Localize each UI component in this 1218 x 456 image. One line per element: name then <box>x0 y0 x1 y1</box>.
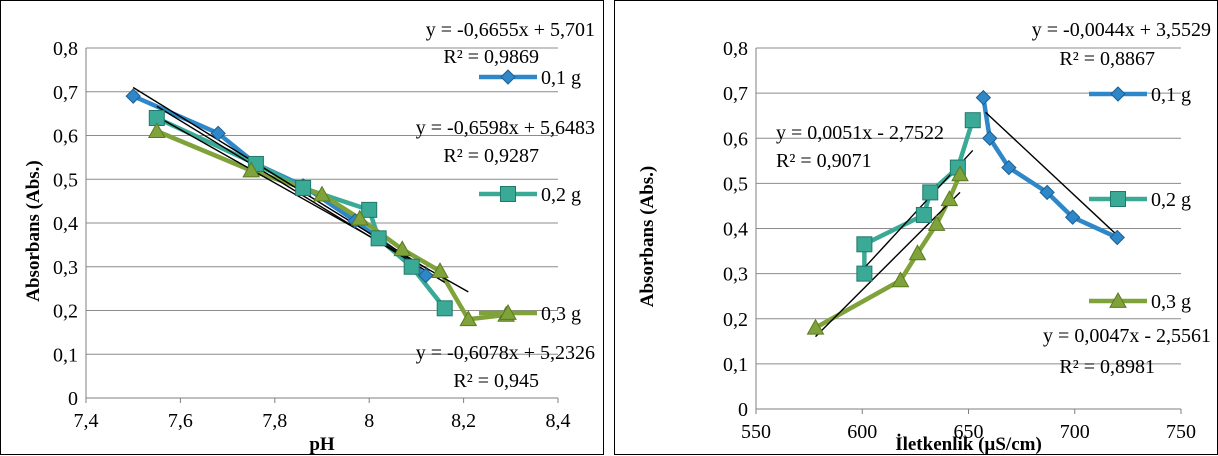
data-point-series-2 <box>436 300 453 317</box>
trendline-equation-1: y = -0,0044x + 3,5529 <box>1032 19 1211 41</box>
data-point-series-3 <box>927 214 946 231</box>
x-tick-label: 7,8 <box>262 410 287 432</box>
chart-ph-svg: 0 0,1 0,2 0,3 0,4 0,5 0,6 0,7 0,8 7,4 7,6 7,8 8 8,2 8,… <box>23 19 595 455</box>
x-tick-label: 8,2 <box>451 410 476 432</box>
legend-marker-2 <box>1110 191 1126 207</box>
x-tick-label: 8,4 <box>546 410 571 432</box>
y-tick-label: 0,1 <box>53 344 78 366</box>
trendline-1 <box>985 111 1118 236</box>
y-tick-label: 0,7 <box>53 82 78 104</box>
legend-label-3: 0,3 g <box>541 303 581 325</box>
data-point-series-3 <box>908 244 927 261</box>
data-point-series-2 <box>964 112 981 129</box>
y-tick-label: 0,6 <box>53 126 78 148</box>
trendline-r2-1: R² = 0,8867 <box>1059 48 1155 70</box>
trendline-3 <box>156 115 469 293</box>
legend-label-1: 0,1 g <box>541 67 581 89</box>
data-point-series-1 <box>1039 184 1055 201</box>
data-point-series-1 <box>125 88 141 104</box>
data-point-series-2 <box>856 265 873 282</box>
data-point-series-2 <box>922 184 939 201</box>
x-tick-label: 7,6 <box>168 410 193 432</box>
legend-marker-3 <box>1109 291 1127 308</box>
trendline-equation-2: y = 0,0051x - 2,7522 <box>776 122 944 144</box>
data-point-series-3 <box>147 122 166 139</box>
ph-y-axis-title: Absorbans (Abs.) <box>23 160 44 301</box>
y-tick-label: 0,3 <box>53 257 78 279</box>
chart-conductivity: 0 0,1 0,2 0,3 0,4 0,5 0,6 0,7 0,8 550 600 650 700 750… <box>614 0 1218 455</box>
y-tick-label: 0,2 <box>723 309 748 331</box>
data-point-series-2 <box>295 180 312 196</box>
data-point-series-3 <box>313 185 331 202</box>
data-point-series-1 <box>982 130 998 146</box>
y-tick-label: 0,4 <box>723 219 748 241</box>
data-point-series-3 <box>431 262 449 279</box>
data-point-series-1 <box>1001 159 1017 176</box>
data-point-series-2 <box>361 201 378 218</box>
x-tick-label: 700 <box>1060 421 1090 443</box>
y-tick-label: 0 <box>68 388 78 410</box>
data-point-series-3 <box>940 190 959 207</box>
trendline-equation-1: y = -0,6655x + 5,701 <box>426 19 595 41</box>
ph-x-axis-title: pH <box>309 434 335 455</box>
x-tick-label: 750 <box>1166 421 1196 443</box>
trendline-r2-3: R² = 0,8981 <box>1059 356 1155 378</box>
legend-label-2: 0,2 g <box>541 184 581 206</box>
trendline-equation-3: y = 0,0047x - 2,5561 <box>1043 325 1211 347</box>
data-point-series-3 <box>951 165 969 182</box>
cond-x-axis-title: İletkenlik (µS/cm) <box>895 434 1042 455</box>
x-tick-label: 550 <box>741 421 771 443</box>
data-point-series-1 <box>210 125 226 142</box>
legend-marker-1 <box>1110 86 1126 102</box>
y-tick-label: 0,4 <box>53 213 78 235</box>
data-point-series-3 <box>393 240 412 257</box>
data-point-series-3 <box>891 271 910 288</box>
data-point-series-1 <box>1064 209 1081 225</box>
trendline-r2-2: R² = 0,9071 <box>776 150 872 172</box>
y-tick-label: 0 <box>738 399 748 421</box>
data-point-series-1 <box>975 89 992 106</box>
y-tick-label: 0,2 <box>53 301 78 323</box>
legend-label-1: 0,1 g <box>1151 84 1191 106</box>
y-tick-label: 0,8 <box>53 38 78 60</box>
trendline-equation-3: y = -0,6078x + 5,2326 <box>416 342 595 364</box>
y-tick-label: 0,5 <box>53 169 78 191</box>
trendline-equation-2: y = -0,6598x + 5,6483 <box>416 117 595 139</box>
legend-marker-2 <box>500 186 516 202</box>
x-tick-label: 600 <box>847 421 877 443</box>
legend-label-2: 0,2 g <box>1151 189 1191 211</box>
trendline-r2-1: R² = 0,9869 <box>443 46 539 68</box>
chart-ph: 0 0,1 0,2 0,3 0,4 0,5 0,6 0,7 0,8 7,4 7,6 7,8 8 8,2 8,… <box>0 0 604 455</box>
trendline-3 <box>815 191 961 338</box>
data-point-series-1 <box>1109 229 1125 246</box>
trendline-r2-3: R² = 0,945 <box>453 370 539 392</box>
legend-marker-1 <box>500 69 516 85</box>
data-point-series-2 <box>856 236 873 253</box>
chart-conductivity-svg: 0 0,1 0,2 0,3 0,4 0,5 0,6 0,7 0,8 550 600 650 700 750… <box>637 19 1211 455</box>
series-line-1 <box>981 97 1119 240</box>
x-tick-label: 7,4 <box>74 410 99 432</box>
series-line-3 <box>814 173 963 330</box>
data-point-series-2 <box>403 258 420 275</box>
y-tick-label: 0,1 <box>723 354 748 376</box>
y-tick-label: 0,5 <box>723 173 748 195</box>
legend-label-3: 0,3 g <box>1151 291 1191 313</box>
y-tick-label: 0,7 <box>723 83 748 105</box>
data-point-series-2 <box>370 230 387 247</box>
trendline-r2-2: R² = 0,9287 <box>443 145 539 167</box>
legend-marker-3 <box>499 303 517 320</box>
data-point-series-3 <box>242 161 261 178</box>
y-tick-label: 0,3 <box>723 264 748 286</box>
data-point-series-3 <box>806 318 825 335</box>
cond-y-axis-title: Absorbans (Abs.) <box>637 166 658 307</box>
data-point-series-1 <box>418 267 434 284</box>
y-tick-label: 0,8 <box>723 38 748 60</box>
data-point-series-3 <box>459 310 478 327</box>
x-tick-label: 650 <box>954 421 984 443</box>
y-tick-label: 0,6 <box>723 128 748 150</box>
data-point-series-3 <box>350 209 369 226</box>
x-tick-label: 8 <box>364 410 374 432</box>
data-point-series-2 <box>915 206 932 223</box>
series-line-2 <box>155 115 447 310</box>
